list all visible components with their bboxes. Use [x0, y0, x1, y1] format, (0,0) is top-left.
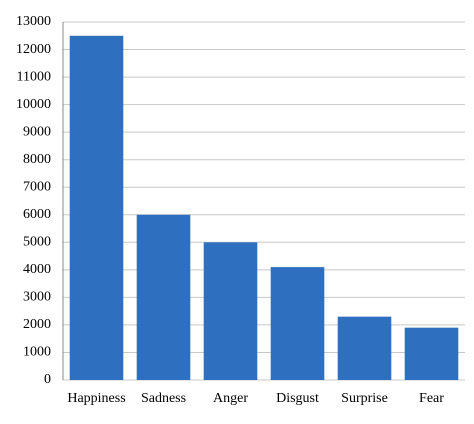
y-tick-label: 4000: [23, 262, 51, 277]
y-tick-label: 9000: [23, 124, 51, 139]
y-tick-label: 3000: [23, 290, 51, 305]
x-tick-label: Surprise: [341, 391, 388, 406]
y-tick-label: 10000: [16, 97, 51, 112]
y-tick-label: 1000: [23, 345, 51, 360]
y-tick-label: 0: [44, 372, 51, 387]
x-tick-label: Happiness: [67, 391, 125, 406]
x-tick-label: Disgust: [276, 391, 319, 406]
x-tick-label: Sadness: [141, 391, 186, 406]
bar: [270, 267, 325, 380]
y-tick-label: 11000: [17, 69, 51, 84]
y-tick-label: 7000: [23, 179, 51, 194]
x-tick-label: Fear: [419, 391, 444, 406]
y-tick-label: 6000: [23, 207, 51, 222]
bar: [69, 35, 124, 381]
y-tick-label: 5000: [23, 235, 51, 250]
bar: [203, 242, 258, 380]
y-tick-label: 2000: [23, 317, 51, 332]
y-tick-label: 8000: [23, 152, 51, 167]
y-tick-label: 13000: [16, 14, 51, 29]
bar: [136, 214, 191, 380]
bar: [404, 327, 459, 380]
bar: [337, 316, 392, 380]
x-tick-label: Anger: [213, 391, 248, 406]
y-tick-label: 12000: [16, 42, 51, 57]
